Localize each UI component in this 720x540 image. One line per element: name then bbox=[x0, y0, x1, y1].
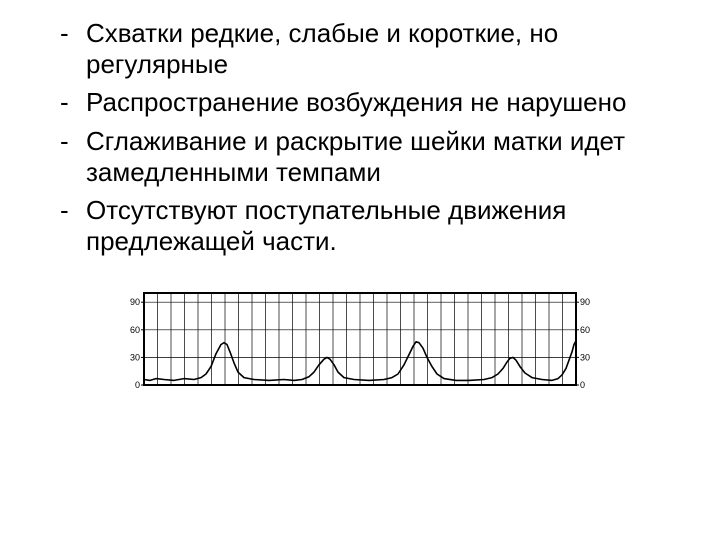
svg-text:90: 90 bbox=[580, 297, 590, 307]
svg-text:0: 0 bbox=[135, 380, 140, 390]
svg-text:0: 0 bbox=[580, 380, 585, 390]
bullet-list: Схватки редкие, слабые и короткие, но ре… bbox=[40, 18, 680, 257]
list-item: Сглаживание и раскрытие шейки матки идет… bbox=[68, 126, 680, 187]
slide-root: Схватки редкие, слабые и короткие, но ре… bbox=[0, 0, 720, 540]
svg-text:90: 90 bbox=[130, 297, 140, 307]
svg-text:30: 30 bbox=[580, 352, 590, 362]
chart-container: 0 0 30 30 60 60 90 90 bbox=[110, 285, 610, 395]
list-item: Отсутствуют поступательные движения пред… bbox=[68, 195, 680, 256]
svg-text:60: 60 bbox=[130, 325, 140, 335]
svg-text:60: 60 bbox=[580, 325, 590, 335]
svg-text:30: 30 bbox=[130, 352, 140, 362]
list-item: Схватки редкие, слабые и короткие, но ре… bbox=[68, 18, 680, 79]
list-item: Распространение возбуждения не нарушено bbox=[68, 87, 680, 118]
toco-chart: 0 0 30 30 60 60 90 90 bbox=[110, 285, 610, 395]
